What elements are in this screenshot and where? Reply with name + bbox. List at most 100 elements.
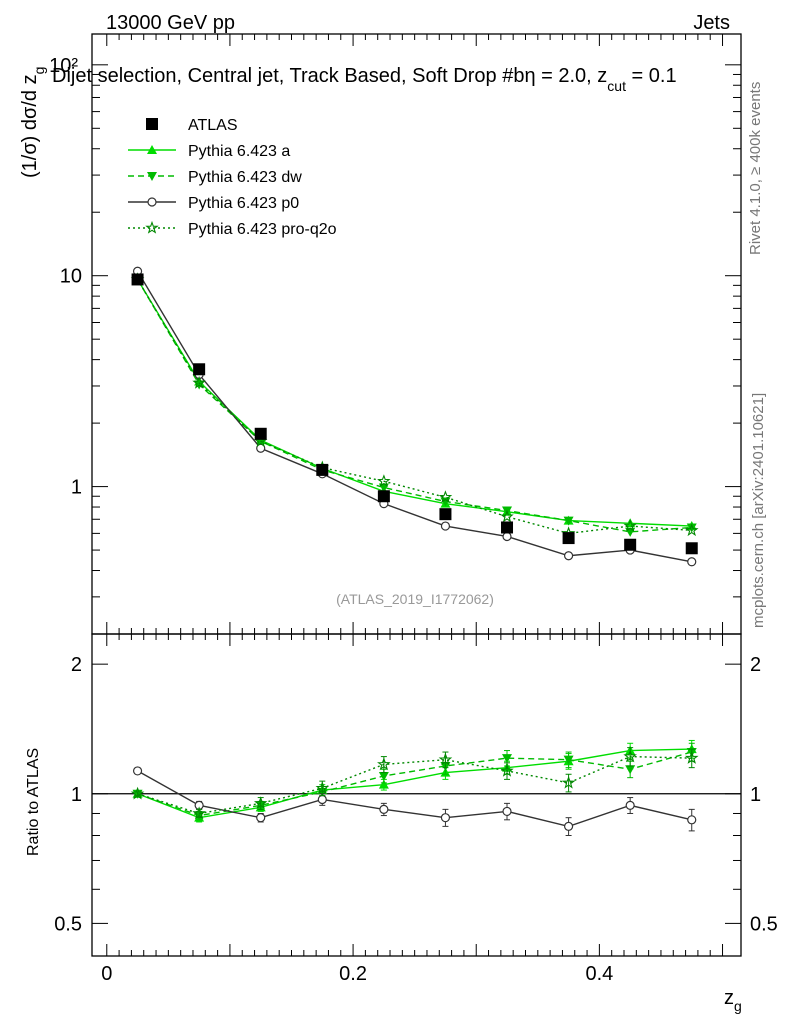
data-point-atlas — [685, 542, 698, 555]
selection-end: = 0.1 — [626, 65, 677, 87]
y-tick-label: 0.5 — [750, 913, 778, 935]
data-point-atlas — [131, 273, 144, 286]
category-label: Jets — [693, 12, 730, 34]
legend-marker-pythia-6-423-a — [147, 145, 157, 154]
legend: ATLAS Pythia 6.423 a Pythia 6.423 dw Pythia… — [128, 117, 337, 238]
y-tick-label: 2 — [750, 654, 761, 676]
ratio-line-pythia-6-423-p0 — [137, 770, 692, 828]
ratio-point-pythia-6-423-pro-q2o — [315, 781, 330, 795]
x-tick-label: 0.4 — [585, 963, 613, 985]
ratio-line-pythia-6-423-a — [137, 748, 692, 819]
y-tick-label: 10 — [60, 266, 82, 288]
ratio-point-pythia-6-423-p0 — [687, 815, 697, 825]
legend-marker-pythia-6-423-p0 — [147, 197, 157, 207]
data-point-atlas — [562, 532, 575, 545]
ratio-point-pythia-6-423-p0 — [379, 804, 389, 814]
x-tick-label: 0.2 — [339, 963, 367, 985]
data-point-atlas — [254, 427, 267, 440]
ratio-point-pythia-6-423-a — [378, 779, 389, 789]
ratio-line-pythia-6-423-pro-q2o — [137, 755, 692, 815]
y-tick-label: 10² — [49, 55, 78, 77]
y-tick-label: 2 — [71, 654, 82, 676]
legend-marker-pythia-6-423-dw — [147, 172, 157, 181]
series-line-pythia-6-423-a — [136, 279, 692, 527]
ratio-point-pythia-6-423-p0 — [502, 806, 512, 817]
ratio-point-pythia-6-423-p0 — [256, 813, 266, 823]
data-point-atlas — [501, 521, 514, 534]
x-tick-label: 0 — [101, 963, 112, 985]
y-axis-label-ratio: Ratio to ATLAS — [25, 748, 42, 856]
data-point-pythia-6-423-p0 — [502, 531, 512, 542]
y-tick-label: 0.5 — [54, 913, 82, 935]
axis-ticks: 0 0.2 0.4 1 10 10² 0.5 0.5 1 1 2 2 — [49, 34, 778, 985]
selection-label: Dijet selection, Central jet, Track Base… — [52, 65, 677, 94]
data-point-pythia-6-423-a — [625, 518, 636, 528]
legend-label-pythia-6-423-p0: Pythia 6.423 p0 — [188, 195, 299, 212]
ratio-point-pythia-6-423-pro-q2o — [377, 757, 391, 771]
data-point-pythia-6-423-pro-q2o — [438, 490, 453, 504]
ratio-point-pythia-6-423-p0 — [440, 813, 451, 823]
ratio-point-pythia-6-423-pro-q2o — [561, 775, 576, 789]
data-point-pythia-6-423-p0 — [256, 443, 266, 453]
data-point-pythia-6-423-p0 — [687, 557, 697, 567]
ratio-line-pythia-6-423-dw — [137, 751, 692, 817]
y-axis-label-main-sub: g — [31, 67, 47, 75]
rivet-label: Rivet 4.1.0, ≥ 400k events — [747, 82, 764, 255]
y-tick-label: 1 — [71, 477, 82, 499]
series-line-pythia-6-423-p0 — [136, 270, 692, 563]
selection-text: Dijet selection, Central jet, Track Base… — [52, 65, 524, 87]
x-axis-label: zg — [724, 987, 742, 1014]
legend-marker-atlas — [146, 118, 158, 130]
legend-label-atlas: ATLAS — [188, 117, 238, 134]
analysis-watermark: (ATLAS_2019_I1772062) — [336, 591, 494, 607]
ratio-point-pythia-6-423-dw — [563, 755, 574, 765]
y-axis-label-main: (1/σ) dσ/d zg — [19, 67, 47, 178]
ratio-point-pythia-6-423-pro-q2o — [438, 752, 453, 766]
data-point-pythia-6-423-dw — [686, 523, 697, 533]
series-line-pythia-6-423-dw — [136, 279, 692, 533]
data-point-pythia-6-423-pro-q2o — [192, 375, 206, 389]
data-point-pythia-6-423-p0 — [440, 521, 451, 531]
y-axis-label-main-text: (1/σ) dσ/d z — [19, 74, 41, 178]
y-tick-label: 1 — [750, 784, 761, 806]
y-tick-label: 1 — [71, 784, 82, 806]
data-point-pythia-6-423-pro-q2o — [500, 509, 514, 523]
x-axis-label-sub: g — [734, 998, 742, 1014]
ratio-series-layer — [130, 739, 699, 837]
ratio-point-pythia-6-423-pro-q2o — [253, 796, 268, 810]
main-series-layer — [130, 266, 699, 567]
data-point-atlas — [316, 463, 329, 476]
legend-marker-pythia-6-423-pro-q2o — [145, 220, 159, 234]
selection-sub: cut — [607, 78, 626, 94]
legend-label-pythia-6-423-dw: Pythia 6.423 dw — [188, 169, 302, 186]
data-point-pythia-6-423-pro-q2o — [623, 518, 637, 532]
data-point-atlas — [377, 490, 390, 503]
ratio-point-pythia-6-423-pro-q2o — [192, 806, 206, 820]
ratio-point-pythia-6-423-dw — [625, 765, 636, 775]
series-line-pythia-6-423-pro-q2o — [136, 279, 692, 535]
data-point-atlas — [193, 363, 206, 376]
mcplots-label: mcplots.cern.ch [arXiv:2401.10621] — [750, 393, 767, 628]
ratio-point-pythia-6-423-dw — [502, 754, 513, 764]
data-point-pythia-6-423-pro-q2o — [377, 474, 391, 488]
data-point-pythia-6-423-dw — [625, 527, 636, 537]
ratio-point-pythia-6-423-pro-q2o — [684, 750, 699, 764]
selection-eta: η = 2.0, z — [524, 65, 607, 87]
ratio-point-pythia-6-423-pro-q2o — [130, 786, 145, 800]
data-point-pythia-6-423-pro-q2o — [684, 523, 699, 537]
ratio-point-pythia-6-423-p0 — [563, 821, 574, 831]
ratio-point-pythia-6-423-dw — [378, 771, 389, 781]
ratio-point-pythia-6-423-pro-q2o — [623, 749, 637, 763]
legend-label-pythia-6-423-pro-q2o: Pythia 6.423 pro-q2o — [188, 221, 337, 238]
data-point-atlas — [624, 538, 637, 551]
data-point-pythia-6-423-p0 — [563, 551, 574, 561]
data-point-pythia-6-423-dw — [563, 516, 574, 526]
ratio-panel-frame — [91, 633, 742, 957]
energy-label: 13000 GeV pp — [106, 12, 235, 34]
ratio-point-pythia-6-423-p0 — [317, 794, 327, 805]
ratio-point-pythia-6-423-pro-q2o — [500, 763, 514, 777]
x-axis-label-text: z — [724, 987, 734, 1009]
ratio-point-pythia-6-423-p0 — [625, 800, 635, 810]
ratio-point-pythia-6-423-p0 — [132, 766, 143, 776]
